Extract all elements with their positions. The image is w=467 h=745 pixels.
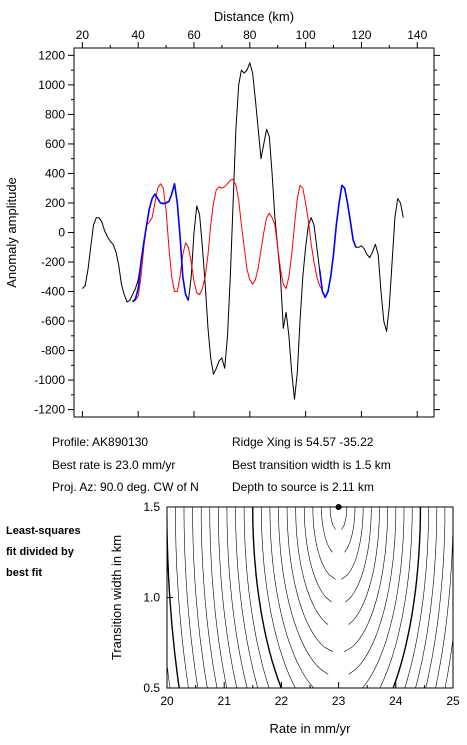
- anomaly-plot: 20 40 60 80 100 120 140 -1200 -1000 -800 -600 -400 -…: [4, 9, 440, 418]
- y-axis-label: Anomaly amplitude: [4, 177, 19, 288]
- x-tick-label: 24: [389, 694, 403, 708]
- contour-line-left: [192, 507, 208, 688]
- best-transition-text: Best transition width is 1.5 km: [232, 458, 391, 472]
- series-line-3: [318, 184, 357, 299]
- side-note: Least-squares fit divided by best fit: [6, 521, 81, 584]
- contour-line-left: [200, 507, 218, 688]
- x-tick-label: 120: [351, 28, 371, 42]
- contour-plot: 20 21 22 23 24 25 0.5 1.0 1.5 Rate in mm/yr Transi…: [0, 500, 467, 736]
- contour-lines: [0, 507, 467, 688]
- y-tick-label: 800: [45, 107, 65, 121]
- y-tick-label: 200: [45, 196, 65, 210]
- x-tick-label: 21: [218, 694, 232, 708]
- contour-line-left: [312, 507, 336, 580]
- y-tick-label: 0.5: [143, 681, 160, 695]
- ridge-xing-text: Ridge Xing is 54.57 -35.22: [232, 435, 374, 449]
- x-axis-label: Distance (km): [214, 9, 294, 24]
- contour-line-right: [454, 507, 467, 688]
- x-tick-label: 40: [132, 28, 146, 42]
- contour-line-left: [295, 507, 329, 625]
- proj-az-text: Proj. Az: 90.0 deg. CW of N: [52, 480, 199, 494]
- x-tick-label: 80: [243, 28, 257, 42]
- contour-line-right: [444, 636, 453, 688]
- contour-line-left: [243, 507, 270, 688]
- y-tick-label: 1.5: [143, 500, 160, 514]
- y-tick-label: 0: [58, 226, 65, 240]
- contour-line-right: [392, 507, 422, 688]
- contour-line-left: [303, 507, 332, 603]
- x-tick-label: 140: [407, 28, 427, 42]
- contour-line-right: [415, 507, 438, 688]
- best-fit-marker: [335, 504, 342, 510]
- contour-line-left: [209, 507, 228, 688]
- contour-line-right: [362, 507, 405, 688]
- y-tick-label: 1000: [38, 78, 65, 92]
- y-tick-label: 400: [45, 166, 65, 180]
- contour-line-left: [252, 507, 282, 688]
- y-tick-label: 1200: [38, 48, 65, 62]
- x-tick-label: 25: [446, 694, 460, 708]
- contour-line-right: [341, 507, 364, 580]
- series-line-2: [132, 183, 190, 303]
- contour-line-left: [321, 507, 333, 553]
- y-tick-label: -1000: [34, 373, 65, 387]
- x-tick-label: 100: [296, 28, 316, 42]
- x-axis-label: Rate in mm/yr: [270, 721, 352, 736]
- contour-line-left: [183, 507, 199, 688]
- side-note-line-2: fit divided by: [6, 546, 74, 558]
- contour-line-left: [0, 507, 1, 688]
- contour-line-right: [343, 507, 388, 653]
- contour-line-right: [345, 507, 372, 603]
- contour-line-left: [98, 507, 107, 688]
- side-note-line-1: Least-squares: [6, 525, 81, 537]
- contour-line-left: [226, 507, 248, 688]
- x-tick-label: 20: [160, 694, 174, 708]
- y-tick-label: -800: [41, 344, 65, 358]
- contour-line-right: [348, 507, 397, 675]
- contour-line-right: [464, 507, 467, 688]
- x-tick-label: 20: [76, 28, 90, 42]
- contour-line-left: [90, 507, 98, 688]
- anomaly-plot-frame: [73, 47, 435, 418]
- contour-line-left: [269, 507, 314, 688]
- y-tick-label: 600: [45, 137, 65, 151]
- contour-line-left: [132, 507, 142, 688]
- x-tick-label: 60: [187, 28, 201, 42]
- contour-line-left: [278, 507, 329, 675]
- contour-line-left: [286, 507, 334, 653]
- x-tick-label: 22: [275, 694, 289, 708]
- contour-line-right: [344, 507, 356, 553]
- contour-line-left: [261, 507, 296, 688]
- side-note-line-3: best fit: [6, 567, 43, 579]
- series-line-0: [82, 62, 404, 400]
- contour-line-left: [81, 507, 89, 688]
- y-tick-label: -600: [41, 314, 65, 328]
- profile-text: Profile: AK890130: [52, 435, 149, 449]
- contour-line-right: [425, 507, 446, 688]
- contour-line-left: [175, 507, 189, 688]
- contour-line-left: [218, 507, 238, 688]
- depth-to-source-text: Depth to source is 2.11 km: [232, 480, 374, 494]
- y-tick-label: 1.0: [143, 591, 160, 605]
- contour-line-right: [404, 507, 429, 688]
- contour-line-right: [341, 507, 348, 530]
- best-rate-text: Best rate is 23.0 mm/yr: [52, 458, 176, 472]
- contour-line-left: [124, 507, 134, 688]
- y-axis-label: Transition width in km: [109, 535, 124, 660]
- contour-line-right: [379, 507, 413, 688]
- y-tick-label: -1200: [34, 403, 65, 417]
- contour-line-left: [235, 507, 259, 688]
- y-tick-label: -400: [41, 285, 65, 299]
- series-line-1: [132, 178, 323, 301]
- contour-line-right: [348, 507, 380, 625]
- contour-line-left: [329, 507, 336, 530]
- x-tick-label: 23: [332, 694, 346, 708]
- y-tick-label: -200: [41, 255, 65, 269]
